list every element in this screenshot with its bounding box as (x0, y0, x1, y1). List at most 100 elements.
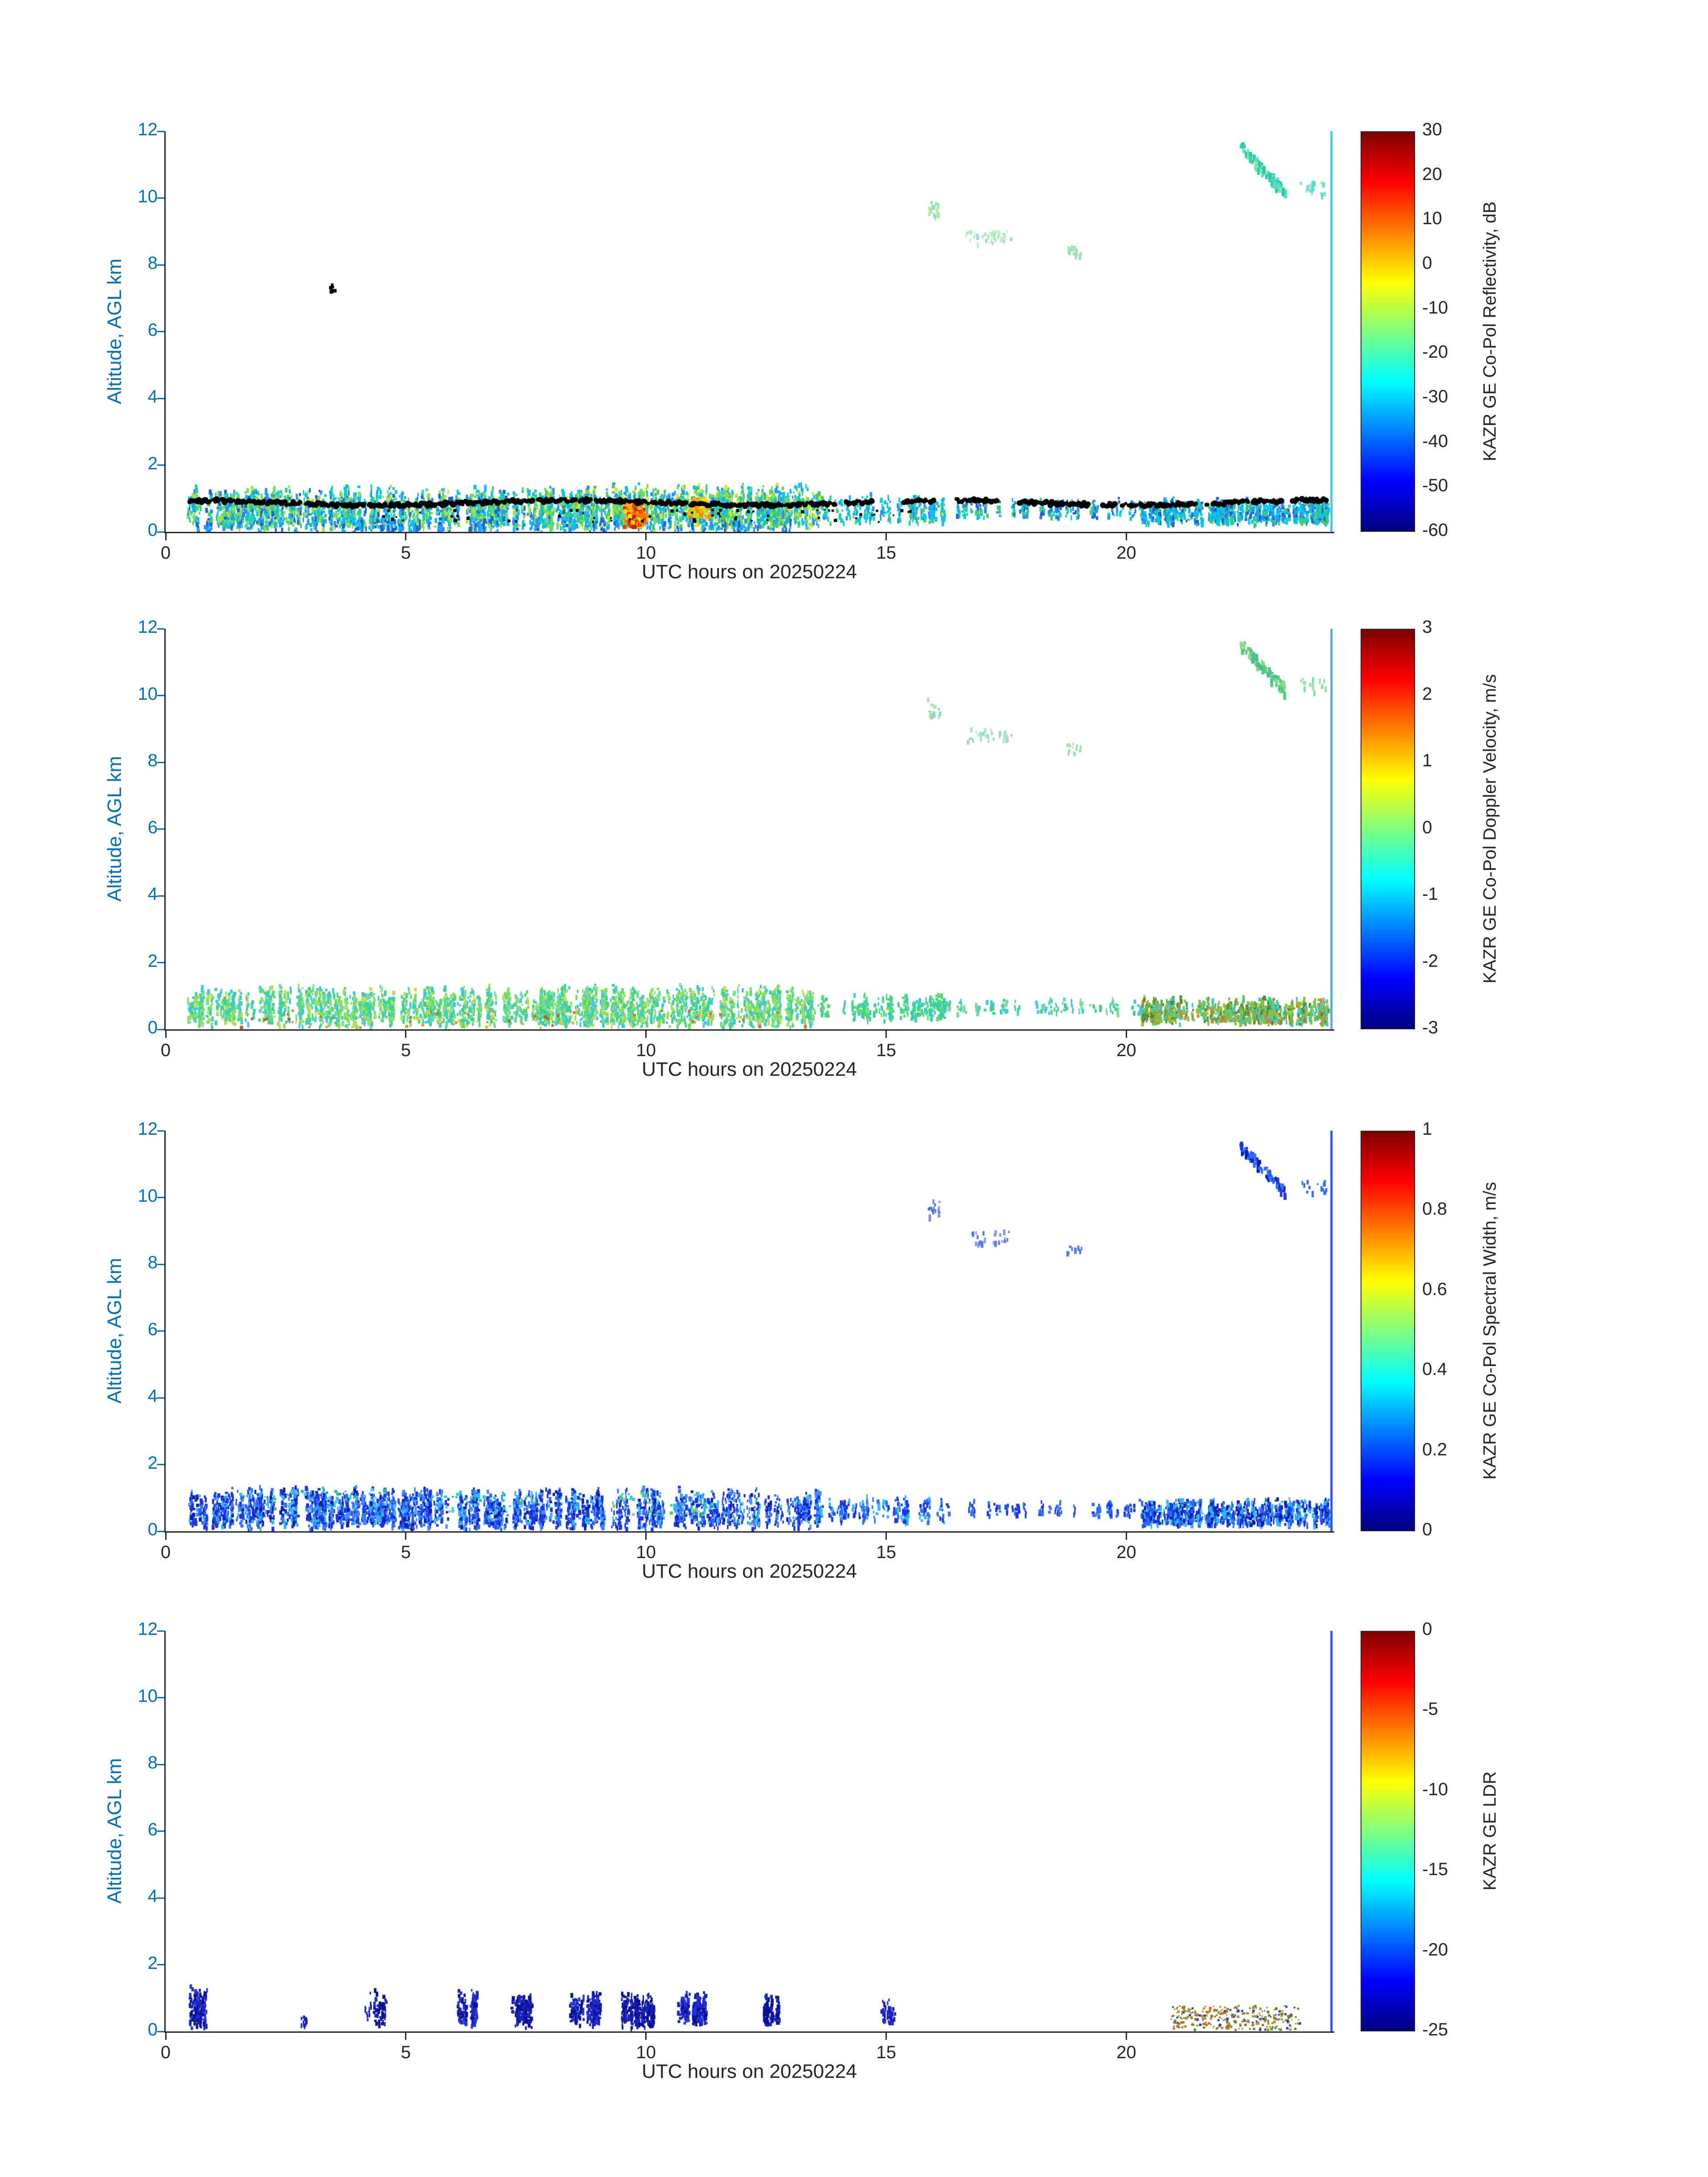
panel-doppler-velocity: Altitude, AGL km UTC hours on 20250224 K… (0, 617, 1708, 1130)
x-tick-label: 20 (1116, 2043, 1136, 2062)
x-tick-mark (885, 1031, 887, 1038)
x-tick-mark (1125, 2033, 1127, 2040)
x-tick-mark (405, 1031, 407, 1038)
colorbar-tick-label: -10 (1422, 297, 1448, 318)
y-tick-label: 10 (138, 1186, 158, 1206)
x-axis-line (164, 532, 1334, 533)
colorbar-label: KAZR GE Co-Pol Reflectivity, dB (1480, 201, 1500, 461)
y-tick-mark (157, 1130, 164, 1132)
x-axis-label: UTC hours on 20250224 (642, 561, 857, 583)
y-tick-mark (157, 1697, 164, 1698)
colorbar-tick-label: 0.8 (1422, 1199, 1447, 1219)
colorbar-label: KAZR GE Co-Pol Spectral Width, m/s (1480, 1182, 1500, 1480)
y-tick-mark (157, 1964, 164, 1965)
x-tick-label: 15 (876, 1040, 896, 1060)
y-tick-label: 8 (147, 751, 158, 770)
x-axis-label: UTC hours on 20250224 (642, 2060, 857, 2082)
y-tick-label: 12 (138, 1119, 158, 1139)
y-tick-label: 0 (147, 2020, 158, 2039)
y-tick-label: 12 (138, 1619, 158, 1639)
x-tick-mark (885, 1533, 887, 1540)
y-tick-label: 12 (138, 617, 158, 637)
y-tick-mark (157, 464, 164, 466)
y-tick-label: 0 (147, 1520, 158, 1539)
x-tick-mark (1125, 1031, 1127, 1038)
x-tick-mark (405, 2033, 407, 2040)
colorbar-tick-label: -5 (1422, 1699, 1438, 1719)
y-tick-mark (157, 1263, 164, 1265)
colorbar-tick-label: -20 (1422, 1939, 1448, 1960)
y-tick-mark (157, 197, 164, 199)
plot-canvas (166, 1131, 1333, 1531)
x-tick-mark (165, 533, 167, 540)
x-tick-mark (645, 2033, 647, 2040)
colorbar (1361, 629, 1415, 1029)
y-tick-label: 10 (138, 684, 158, 704)
plot-canvas (166, 629, 1333, 1029)
y-tick-mark (157, 1397, 164, 1399)
x-tick-label: 10 (636, 2043, 656, 2062)
y-tick-label: 4 (147, 387, 158, 406)
x-tick-label: 0 (160, 1542, 171, 1562)
y-tick-mark (157, 695, 164, 696)
y-tick-mark (157, 628, 164, 630)
y-tick-mark (157, 895, 164, 897)
colorbar-tick-label: 0 (1422, 1619, 1432, 1639)
y-tick-label: 6 (147, 1319, 158, 1339)
y-tick-label: 4 (147, 884, 158, 904)
y-tick-mark (157, 2031, 164, 2032)
y-axis-line (164, 131, 166, 533)
panel-ldr: Altitude, AGL km UTC hours on 20250224 K… (0, 1619, 1708, 2132)
y-tick-label: 12 (138, 120, 158, 139)
x-axis-label: UTC hours on 20250224 (642, 1058, 857, 1080)
y-tick-mark (157, 828, 164, 830)
plot-area (166, 131, 1333, 532)
colorbar-tick-label: -1 (1422, 884, 1438, 904)
x-tick-mark (165, 1533, 167, 1540)
y-tick-label: 2 (147, 1453, 158, 1473)
colorbar-tick-label: -60 (1422, 520, 1448, 540)
y-tick-label: 2 (147, 951, 158, 971)
y-tick-label: 2 (147, 453, 158, 473)
colorbar-tick-label: 30 (1422, 120, 1442, 139)
y-tick-label: 6 (147, 320, 158, 340)
y-tick-mark (157, 1763, 164, 1765)
colorbar-tick-label: -40 (1422, 431, 1448, 451)
y-tick-mark (157, 962, 164, 963)
x-tick-label: 15 (876, 2043, 896, 2062)
y-tick-mark (157, 397, 164, 399)
x-tick-label: 20 (1116, 543, 1136, 563)
colorbar-tick-label: 0.6 (1422, 1279, 1447, 1299)
y-tick-mark (157, 1197, 164, 1198)
plot-area (166, 1131, 1333, 1531)
x-tick-mark (1125, 533, 1127, 540)
x-tick-label: 5 (401, 543, 411, 563)
colorbar-tick-label: 2 (1422, 684, 1432, 704)
x-tick-label: 5 (401, 1040, 411, 1060)
y-tick-mark (157, 1897, 164, 1899)
x-tick-mark (645, 1533, 647, 1540)
plot-canvas (166, 131, 1333, 532)
x-tick-mark (885, 2033, 887, 2040)
colorbar-tick-label: -15 (1422, 1859, 1448, 1880)
colorbar-tick-label: 0.4 (1422, 1359, 1447, 1379)
y-tick-mark (157, 1830, 164, 1832)
x-tick-label: 20 (1116, 1542, 1136, 1562)
x-tick-label: 0 (160, 1040, 171, 1060)
y-tick-label: 6 (147, 1819, 158, 1839)
x-tick-mark (645, 533, 647, 540)
colorbar-tick-label: -2 (1422, 951, 1438, 971)
colorbar-tick-label: -30 (1422, 387, 1448, 406)
colorbar-tick-label: -20 (1422, 342, 1448, 362)
x-tick-mark (405, 1533, 407, 1540)
y-tick-label: 8 (147, 253, 158, 273)
y-tick-label: 0 (147, 520, 158, 540)
y-tick-mark (157, 1530, 164, 1532)
x-axis-line (164, 1531, 1334, 1533)
colorbar-tick-label: 3 (1422, 617, 1432, 637)
y-tick-mark (157, 1330, 164, 1332)
colorbar-tick-label: 20 (1422, 164, 1442, 184)
colorbar-tick-label: 0 (1422, 817, 1432, 837)
colorbar (1361, 131, 1415, 532)
